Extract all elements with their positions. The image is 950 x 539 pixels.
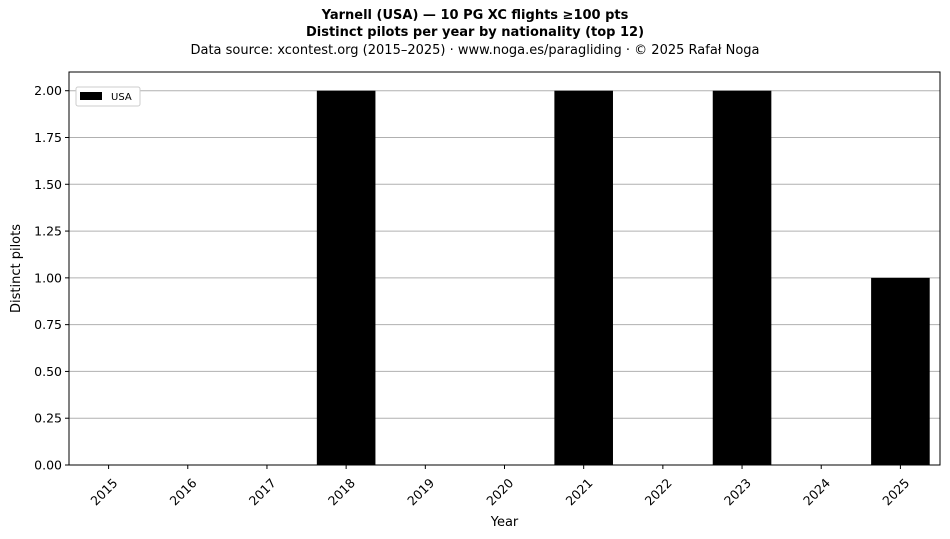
y-tick-label: 2.00 — [34, 83, 62, 98]
gridlines — [69, 90, 940, 419]
x-tick-label: 2019 — [404, 475, 437, 508]
x-axis-label: Year — [490, 515, 519, 530]
y-tick-label: 1.25 — [34, 224, 62, 239]
x-axis: 2015 2016 2017 2018 2019 2020 2021 2022 2023 2024… — [87, 465, 912, 508]
bar-2018 — [316, 90, 376, 465]
x-tick-label: 2020 — [483, 475, 516, 508]
bar-2021 — [554, 90, 613, 465]
bar-2023 — [712, 90, 772, 465]
legend: USA — [75, 86, 141, 107]
chart-subtitle: Distinct pilots per year by nationality … — [305, 25, 645, 40]
bars — [316, 90, 930, 465]
x-tick-label: 2018 — [325, 475, 358, 508]
legend-box — [75, 86, 141, 107]
y-tick-label: 1.75 — [34, 130, 62, 145]
x-tick-label: 2021 — [562, 475, 595, 508]
plot-frame — [68, 71, 941, 466]
x-tick-label: 2023 — [721, 475, 754, 508]
x-tick-label: 2016 — [167, 475, 200, 508]
chart-title: Yarnell (USA) — 10 PG XC flights ≥100 pt… — [321, 8, 629, 23]
y-axis: 0.00 0.25 0.50 0.75 1.00 1.25 1.50 1.75 2.00 — [34, 83, 69, 473]
x-tick-label: 2017 — [246, 475, 279, 508]
y-tick-label: 0.00 — [34, 458, 62, 473]
x-tick-label: 2024 — [800, 475, 833, 508]
x-tick-label: 2025 — [879, 475, 912, 508]
y-tick-label: 1.00 — [34, 270, 62, 285]
y-tick-label: 1.50 — [34, 177, 62, 192]
legend-label-usa: USA — [111, 92, 132, 103]
x-tick-label: 2015 — [87, 475, 120, 508]
y-tick-label: 0.25 — [34, 411, 62, 426]
chart-source: Data source: xcontest.org (2015–2025) · … — [190, 43, 760, 58]
y-tick-label: 0.75 — [34, 317, 62, 332]
legend-swatch-usa — [80, 92, 102, 100]
y-axis-label: Distinct pilots — [9, 224, 24, 313]
y-tick-label: 0.50 — [34, 364, 62, 379]
bar-2025 — [871, 277, 930, 465]
x-tick-label: 2022 — [642, 475, 675, 508]
